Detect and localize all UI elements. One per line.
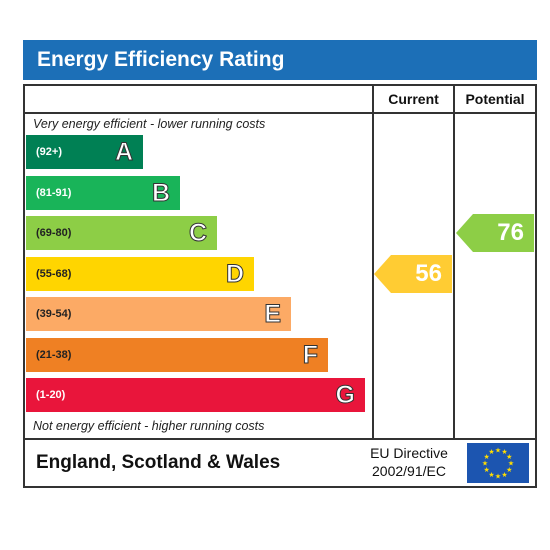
band-d: (55-68) D bbox=[26, 256, 254, 291]
band-range-label: (92+) bbox=[36, 146, 62, 158]
footer-divider bbox=[23, 438, 537, 440]
band-e: (39-54) E bbox=[26, 297, 291, 331]
eu-star-icon: ★ bbox=[484, 453, 490, 461]
rating-frame bbox=[23, 84, 537, 488]
band-range-label: (81-91) bbox=[36, 186, 72, 199]
eu-star-icon: ★ bbox=[484, 466, 490, 474]
band-letter: D bbox=[225, 259, 244, 288]
eu-directive-line2: 2002/91/EC bbox=[372, 463, 446, 479]
current-column-header: Current bbox=[388, 91, 439, 107]
eu-star-icon: ★ bbox=[501, 448, 507, 456]
current-column-divider bbox=[372, 84, 374, 440]
current-arrow-shape bbox=[374, 254, 452, 293]
eu-flag-icon: ★★★★★★★★★ ★ ★★ bbox=[467, 443, 529, 483]
eu-star-icon: ★ bbox=[506, 466, 512, 474]
top-caption: Very energy efficient - lower running co… bbox=[33, 117, 266, 131]
eu-directive-line1: EU Directive bbox=[370, 445, 448, 461]
eu-star-icon: ★ bbox=[488, 471, 494, 479]
potential-column-header: Potential bbox=[465, 91, 525, 107]
potential-arrow-shape bbox=[456, 214, 534, 252]
eu-star-icon: ★ bbox=[495, 473, 501, 481]
band-letter: E bbox=[264, 300, 282, 329]
band-c: (69-80) C bbox=[26, 216, 217, 250]
band-range-label: (1-20) bbox=[36, 389, 66, 401]
band-range-label: (55-68) bbox=[36, 267, 72, 280]
bottom-caption: Not energy efficient - higher running co… bbox=[33, 419, 265, 433]
band-letter: B bbox=[151, 178, 170, 207]
band-range-label: (69-80) bbox=[36, 227, 72, 239]
eu-star-icon: ★ bbox=[508, 460, 514, 468]
band-letter: C bbox=[188, 219, 207, 248]
potential-rating-value: 76 bbox=[497, 219, 524, 246]
header-divider bbox=[23, 112, 537, 114]
eu-star-icon: ★ bbox=[488, 448, 494, 456]
band-letter: G bbox=[335, 381, 355, 410]
band-g: (1-20) G bbox=[26, 378, 365, 412]
current-rating-value: 56 bbox=[415, 259, 442, 287]
band-letter: A bbox=[114, 138, 133, 167]
potential-column-divider bbox=[453, 84, 455, 440]
eu-star-icon: ★ bbox=[506, 453, 512, 461]
band-range-label: (39-54) bbox=[36, 308, 72, 320]
potential-rating-arrow: 76 bbox=[456, 214, 534, 252]
eu-directive: EU Directive 2002/91/EC bbox=[354, 444, 464, 480]
band-letter: F bbox=[302, 340, 318, 369]
eu-star-icon: ★ bbox=[501, 471, 507, 479]
region-label: England, Scotland & Wales bbox=[36, 452, 281, 473]
eu-star-icon: ★ bbox=[482, 460, 488, 468]
chart-title: Energy Efficiency Rating bbox=[23, 40, 537, 80]
band-f: (21-38) F bbox=[26, 337, 328, 372]
band-a: (92+) A bbox=[26, 135, 143, 169]
band-b: (81-91) B bbox=[26, 175, 180, 210]
eu-star-icon: ★ bbox=[495, 447, 501, 455]
current-rating-arrow: 56 bbox=[374, 254, 452, 293]
band-range-label: (21-38) bbox=[36, 348, 72, 361]
